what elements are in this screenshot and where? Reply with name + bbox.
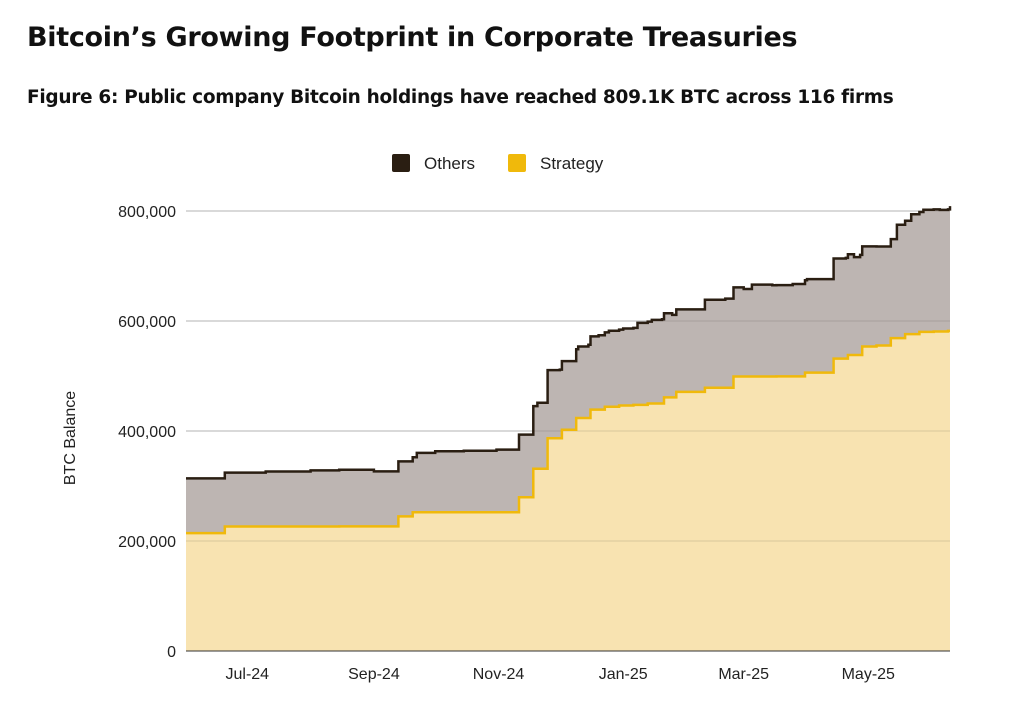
- x-tick-label: May-25: [842, 666, 895, 683]
- x-tick-label: Jan-25: [599, 666, 648, 683]
- axes: 0 200,000 400,000 600,000 800,000 Jul-24 Sep-2…: [118, 204, 950, 683]
- y-tick-label: 0: [167, 644, 176, 661]
- legend-swatch-others: [392, 154, 410, 172]
- y-tick-label: 400,000: [118, 424, 176, 441]
- chart-title: Bitcoin’s Growing Footprint in Corporate…: [27, 22, 798, 53]
- others-line: [186, 206, 952, 480]
- areas: [186, 206, 952, 651]
- chart-subtitle: Figure 6: Public company Bitcoin holding…: [27, 87, 894, 108]
- legend-label-others: Others: [424, 154, 475, 173]
- strategy-line: [186, 329, 950, 535]
- x-tick-label: Sep-24: [348, 666, 400, 683]
- legend-label-strategy: Strategy: [540, 154, 604, 173]
- y-tick-label: 200,000: [118, 534, 176, 551]
- legend: Others Strategy: [392, 154, 604, 173]
- y-tick-label: 600,000: [118, 314, 176, 331]
- y-tick-label: 800,000: [118, 204, 176, 221]
- x-tick-label: Nov-24: [473, 666, 525, 683]
- strategy-area: [186, 330, 950, 651]
- legend-swatch-strategy: [508, 154, 526, 172]
- y-axis-label: BTC Balance: [62, 391, 79, 485]
- others-area: [186, 206, 950, 534]
- x-tick-label: Jul-24: [225, 666, 269, 683]
- x-tick-label: Mar-25: [718, 666, 769, 683]
